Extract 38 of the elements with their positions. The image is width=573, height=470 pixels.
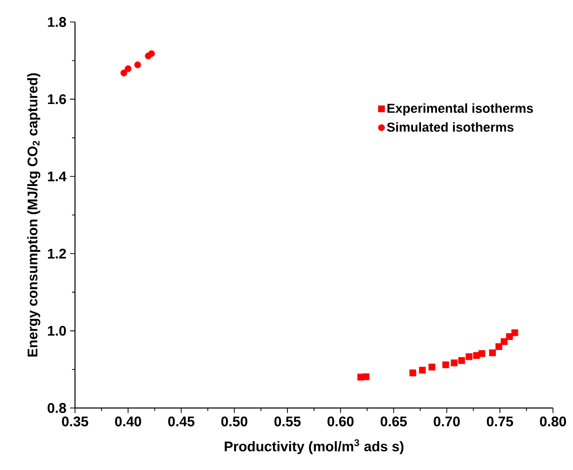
- point: [409, 369, 416, 376]
- point: [466, 353, 472, 360]
- point: [124, 65, 132, 72]
- y-tick-label: 1.4: [48, 172, 66, 182]
- x-tick-label: 0.35: [62, 416, 88, 426]
- y-tick-label: 1.2: [48, 248, 66, 258]
- point: [428, 364, 436, 370]
- point: [495, 343, 502, 350]
- legend-label: Experimental isotherms: [388, 103, 533, 116]
- point: [134, 61, 142, 68]
- point: [511, 329, 518, 336]
- y-tick-label: 0.8: [48, 403, 66, 413]
- y-tick-label: 1.8: [48, 17, 66, 27]
- legend-label: Simulated isotherms: [387, 122, 514, 132]
- point: [120, 70, 128, 76]
- point: [362, 373, 370, 380]
- x-tick-label: 0.55: [274, 416, 301, 426]
- point: [458, 357, 466, 364]
- x-tick-label: 0.40: [115, 416, 142, 426]
- point: [450, 359, 458, 366]
- point: [500, 338, 508, 345]
- point: [418, 366, 426, 374]
- x-tick-label: 0.80: [540, 416, 566, 426]
- point: [506, 333, 513, 340]
- point: [442, 361, 450, 368]
- y-axis-title: Energy consumption (MJ/kg CO$_{2}$ captured): [27, 73, 40, 357]
- y-tick-label: 1.0: [48, 326, 66, 336]
- x-tick-label: 0.50: [221, 416, 248, 426]
- x-tick-label: 0.70: [434, 416, 460, 426]
- x-axis-title: Productivity (mol/m$^{3}$ ads s): [224, 439, 404, 454]
- x-tick-label: 0.65: [380, 416, 407, 426]
- point: [148, 50, 155, 58]
- x-tick-label: 0.75: [486, 416, 514, 426]
- point: [478, 350, 486, 357]
- x-tick-label: 0.60: [328, 416, 354, 426]
- x-tick-label: 0.45: [168, 416, 194, 426]
- point: [489, 349, 496, 356]
- y-tick-label: 1.6: [48, 94, 66, 104]
